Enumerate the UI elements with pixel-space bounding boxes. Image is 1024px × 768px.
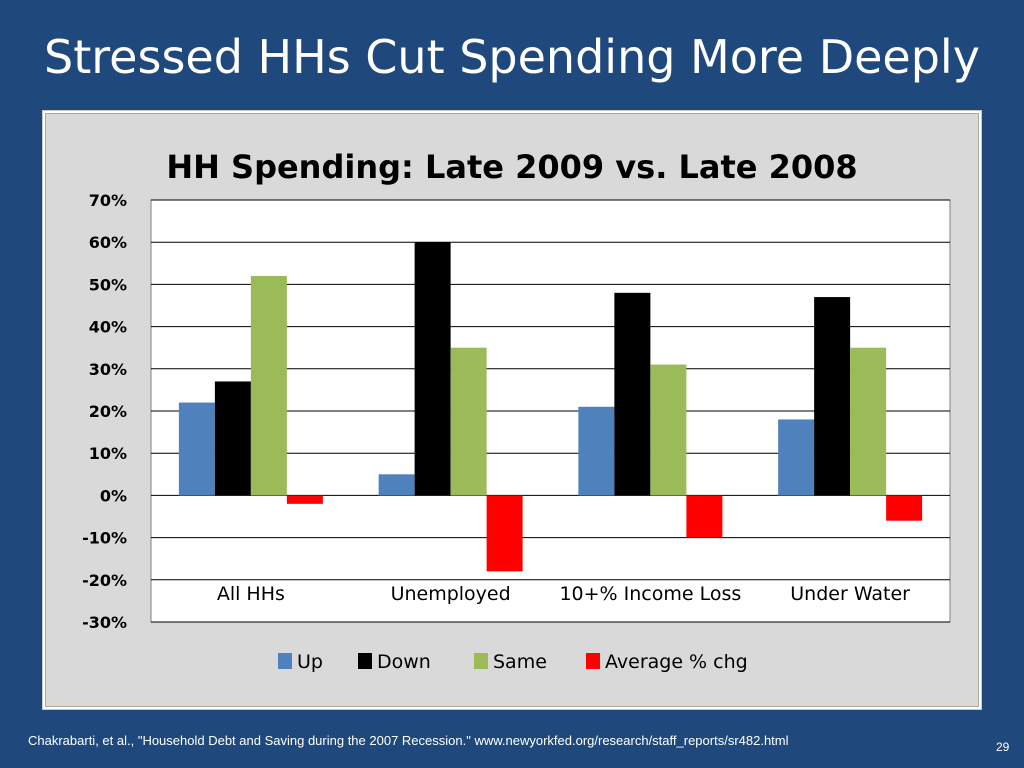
chart-area: HH Spending: Late 2009 vs. Late 2008 70% 6… [45, 113, 979, 707]
bar-same [650, 364, 687, 496]
y-tick-label: -20% [82, 571, 127, 590]
y-tick-label: 60% [89, 233, 127, 252]
bar-chart: HH Spending: Late 2009 vs. Late 2008 70% 6… [82, 148, 951, 673]
bar-same [850, 347, 887, 496]
y-tick-label: 20% [89, 402, 127, 421]
slide-title: Stressed HHs Cut Spending More Deeply [44, 30, 980, 84]
y-tick-label: 30% [89, 360, 127, 379]
y-tick-label: 50% [89, 275, 127, 294]
y-tick-label: -30% [82, 613, 127, 632]
legend-swatch [586, 653, 600, 669]
y-tick-label: 10% [89, 444, 127, 463]
category-label: Under Water [790, 583, 910, 605]
bar-same [250, 275, 287, 496]
bar-down [814, 297, 851, 496]
legend-swatch [474, 653, 488, 669]
bar-up [778, 419, 815, 496]
legend-label: Up [297, 651, 323, 673]
category-label: 10+% Income Loss [559, 583, 741, 605]
citation-footer: Chakrabarti, et al., "Household Debt and… [28, 733, 789, 748]
bar-down [414, 242, 451, 496]
bar-up [578, 406, 615, 496]
y-tick-label: 40% [89, 318, 127, 337]
bar-average-chg [886, 495, 923, 521]
y-tick-label: -10% [82, 529, 127, 548]
legend-label: Down [377, 651, 431, 673]
chart-frame: HH Spending: Late 2009 vs. Late 2008 70% 6… [42, 110, 982, 710]
category-label: Unemployed [391, 583, 511, 605]
legend-label: Same [493, 651, 547, 673]
category-label: All HHs [217, 583, 285, 605]
bar-down [614, 292, 651, 496]
bar-same [450, 347, 487, 496]
bar-average-chg [486, 495, 523, 572]
legend-label: Average % chg [605, 651, 748, 673]
legend-swatch [278, 653, 292, 669]
bar-up [178, 402, 215, 496]
y-tick-label: 0% [100, 486, 127, 505]
bar-up [378, 474, 415, 496]
bar-down [214, 381, 251, 496]
chart-title: HH Spending: Late 2009 vs. Late 2008 [166, 148, 857, 186]
bar-average-chg [286, 495, 323, 504]
legend-swatch [358, 653, 372, 669]
page-number: 29 [996, 740, 1010, 754]
y-tick-label: 70% [89, 191, 127, 210]
bar-average-chg [686, 495, 723, 538]
